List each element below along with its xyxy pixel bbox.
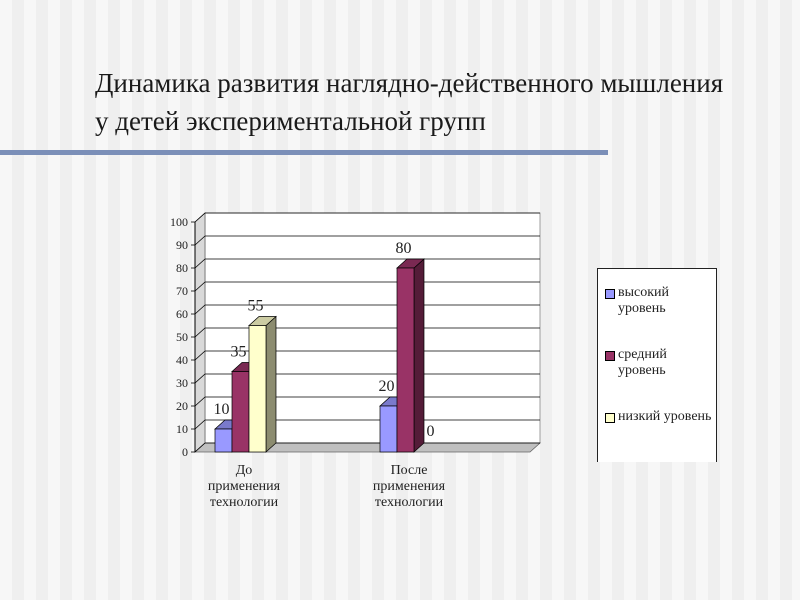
gridline-side xyxy=(194,442,206,453)
gridline-side xyxy=(194,212,206,223)
y-tick-label: 60 xyxy=(176,307,188,321)
legend-label: высокий уровень xyxy=(618,285,670,316)
legend-swatch xyxy=(605,351,615,361)
chart-legend: высокий уровень средний уровень низкий уро… xyxy=(597,268,717,462)
data-label: 55 xyxy=(248,298,264,315)
y-tick-label: 70 xyxy=(176,284,188,298)
legend-label: средний уровень xyxy=(618,347,667,378)
bar xyxy=(248,325,267,453)
data-label: 80 xyxy=(396,240,412,257)
legend-item: низкий уровень xyxy=(605,409,714,425)
y-tick-label: 20 xyxy=(176,399,188,413)
y-tick-label: 40 xyxy=(176,353,188,367)
y-tick-label: 80 xyxy=(176,261,188,275)
y-tick-label: 30 xyxy=(176,376,188,390)
gridline-side xyxy=(194,327,206,338)
data-label: 0 xyxy=(427,423,435,440)
gridline-side xyxy=(194,373,206,384)
y-tick-label: 90 xyxy=(176,238,188,252)
legend-swatch xyxy=(605,289,615,299)
bar-side xyxy=(265,315,277,453)
legend-label: низкий уровень xyxy=(618,409,712,424)
y-tick-label: 50 xyxy=(176,330,188,344)
gridline-side xyxy=(194,419,206,430)
data-label: 35 xyxy=(231,344,247,361)
title-underline xyxy=(0,150,608,155)
category-label: применения xyxy=(373,479,446,494)
gridline-side xyxy=(194,396,206,407)
category-label: применения xyxy=(208,479,281,494)
bar xyxy=(214,428,233,453)
legend-swatch xyxy=(605,413,615,423)
legend-item: высокий уровень xyxy=(605,285,714,317)
y-tick-label: 0 xyxy=(182,445,188,459)
y-tick-label: 100 xyxy=(170,215,188,229)
gridline-side xyxy=(194,281,206,292)
gridline-side xyxy=(194,235,206,246)
data-label: 20 xyxy=(379,378,395,395)
data-label: 10 xyxy=(214,401,230,418)
gridline-side xyxy=(194,258,206,269)
category-label: До xyxy=(236,463,253,478)
category-label: технологии xyxy=(375,495,444,510)
category-label: технологии xyxy=(210,495,279,510)
bar xyxy=(379,405,398,453)
bar-side xyxy=(413,258,425,453)
legend-item: средний уровень xyxy=(605,347,714,379)
gridline-side xyxy=(194,304,206,315)
bar xyxy=(231,371,250,453)
y-tick-label: 10 xyxy=(176,422,188,436)
slide-title: Динамика развития наглядно-действенного … xyxy=(95,68,724,136)
gridline-side xyxy=(194,350,206,361)
bar xyxy=(396,267,415,453)
category-label: После xyxy=(391,463,428,478)
